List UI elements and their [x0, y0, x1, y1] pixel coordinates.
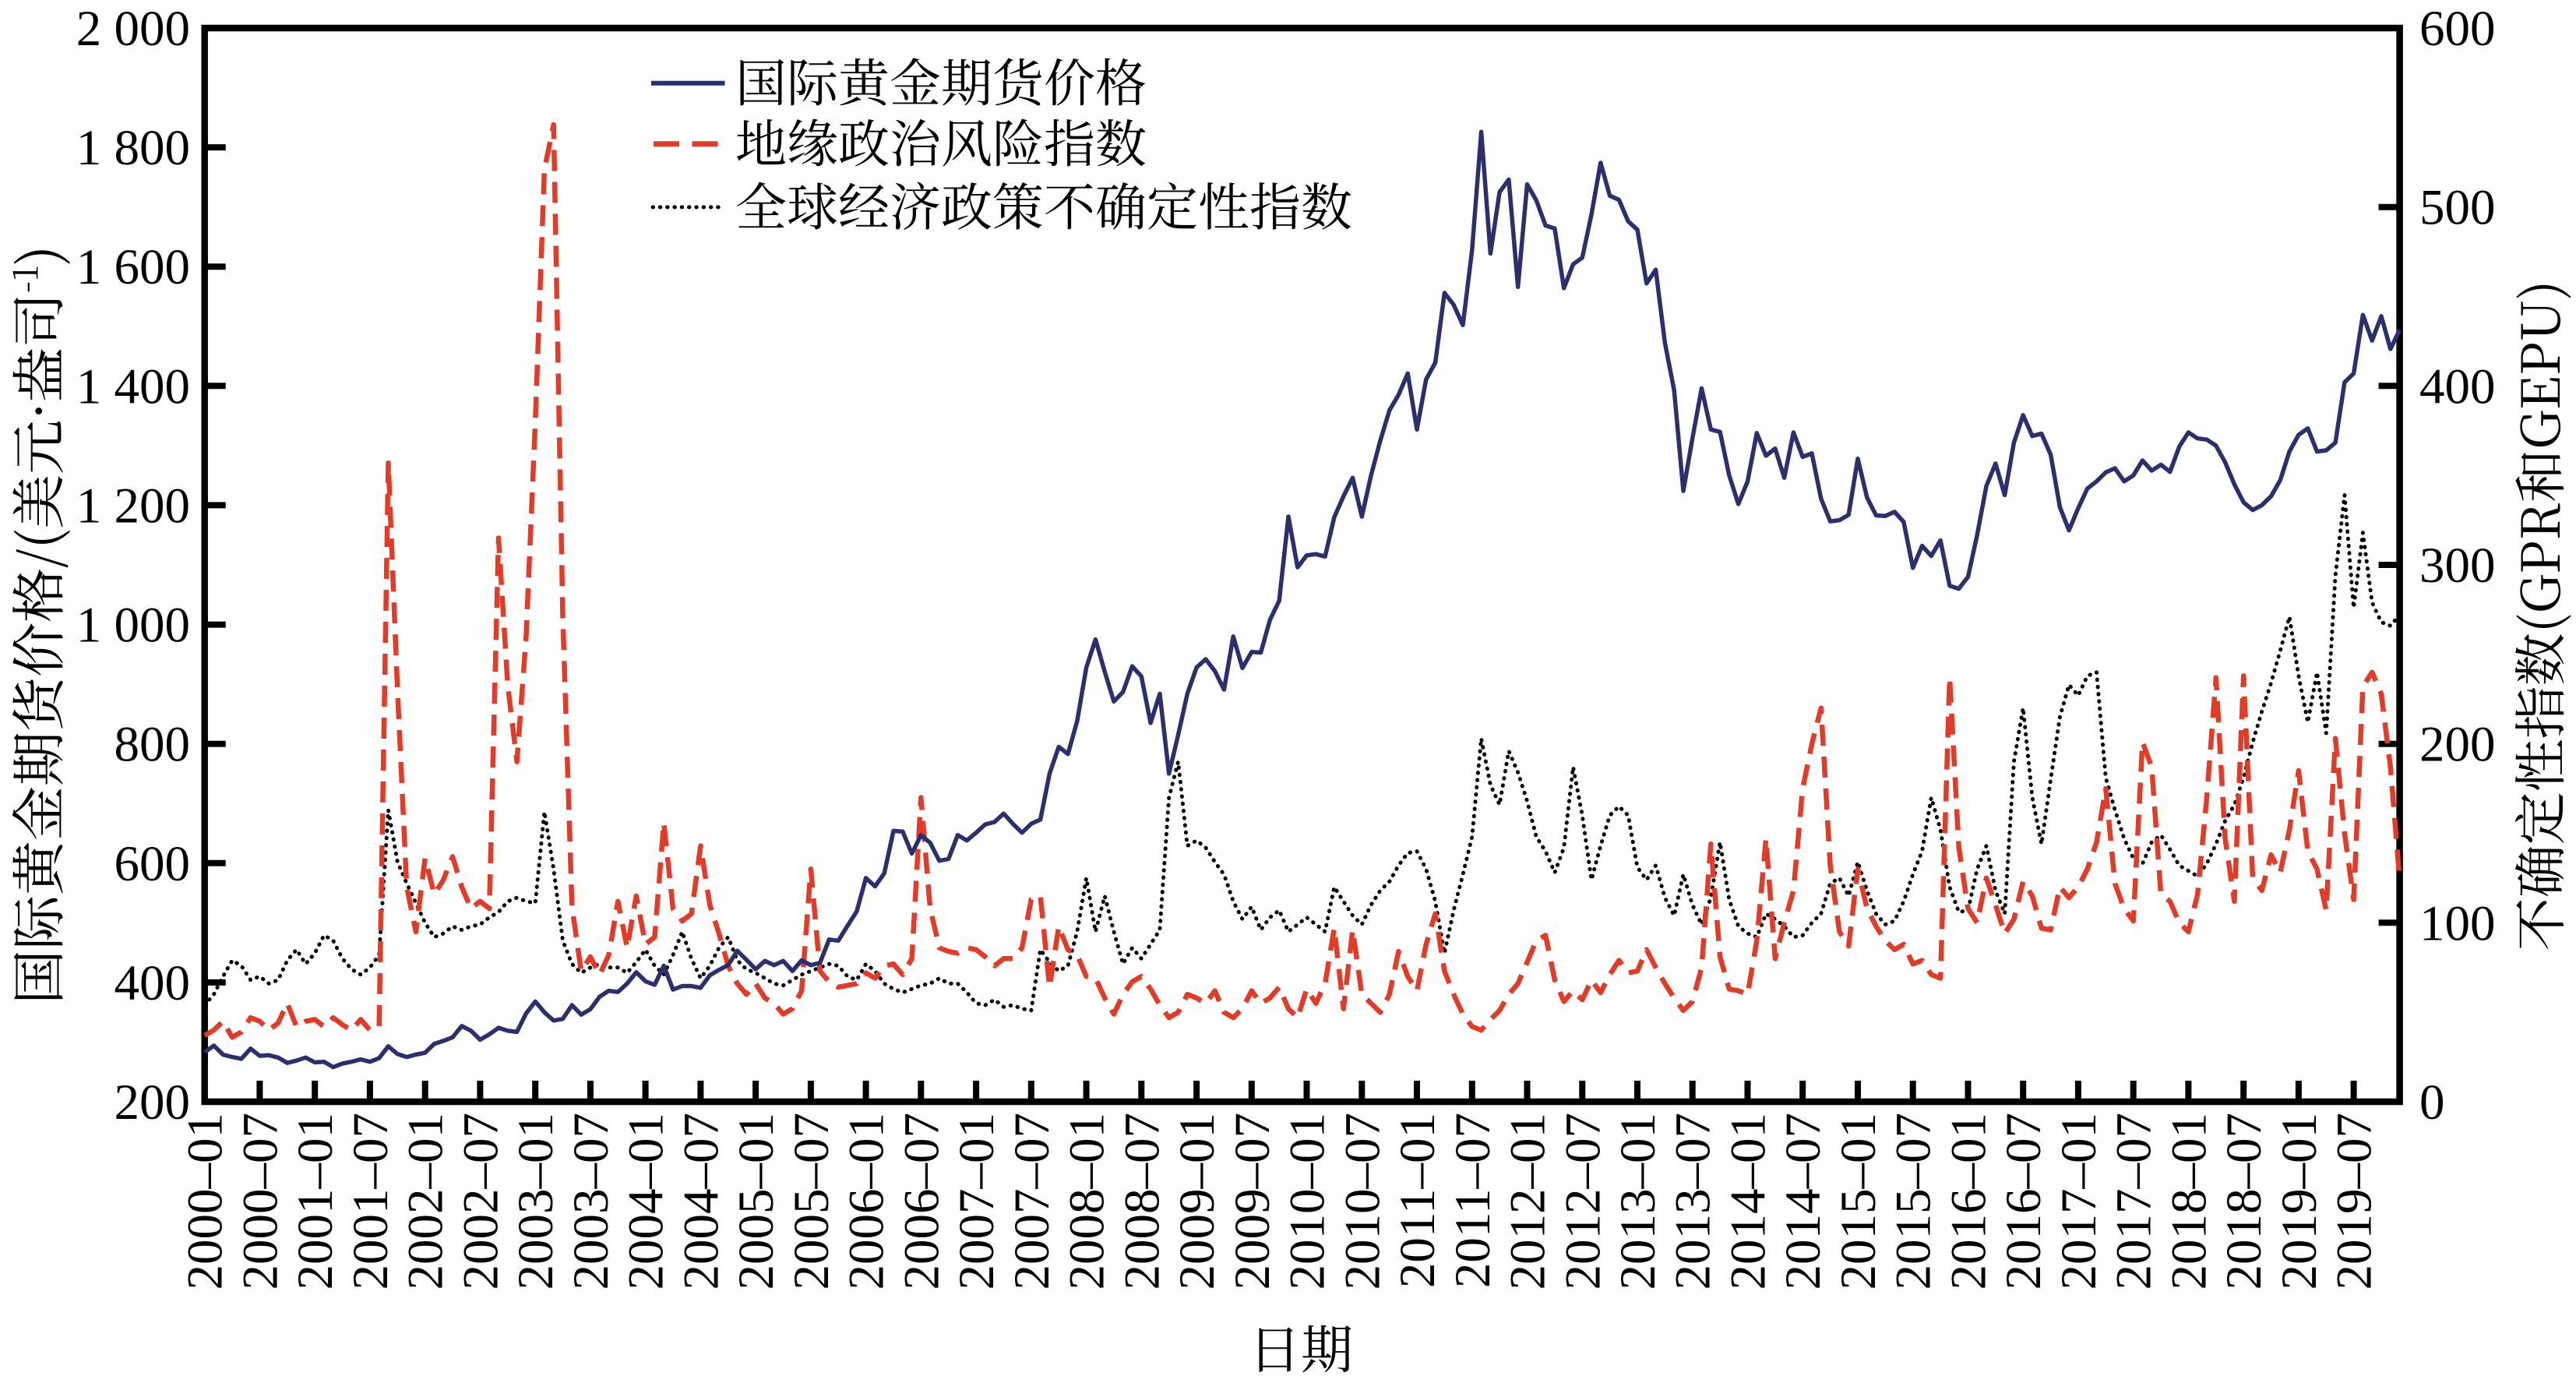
svg-text:2008–01: 2008–01 — [1059, 1113, 1115, 1290]
svg-text:1 000: 1 000 — [76, 598, 190, 654]
svg-text:200: 200 — [2419, 717, 2496, 773]
svg-text:200: 200 — [115, 1074, 191, 1131]
svg-text:2014–01: 2014–01 — [1721, 1113, 1777, 1290]
svg-text:2006–01: 2006–01 — [839, 1113, 895, 1290]
svg-text:2017–01: 2017–01 — [2051, 1113, 2107, 1290]
svg-text:2014–07: 2014–07 — [1775, 1113, 1831, 1290]
svg-text:2005–01: 2005–01 — [728, 1113, 784, 1290]
svg-text:2002–01: 2002–01 — [398, 1113, 454, 1290]
svg-text:1 600: 1 600 — [76, 239, 190, 295]
svg-text:400: 400 — [2419, 358, 2496, 415]
svg-text:2010–01: 2010–01 — [1280, 1113, 1336, 1290]
svg-text:2016–07: 2016–07 — [1996, 1113, 2052, 1290]
svg-text:2003–07: 2003–07 — [563, 1113, 619, 1290]
svg-text:2018–01: 2018–01 — [2161, 1113, 2217, 1290]
svg-text:2009–01: 2009–01 — [1169, 1113, 1225, 1290]
svg-text:400: 400 — [115, 955, 191, 1011]
svg-text:2018–07: 2018–07 — [2216, 1113, 2272, 1290]
svg-text:2001–01: 2001–01 — [287, 1113, 344, 1290]
svg-text:2007–07: 2007–07 — [1004, 1113, 1060, 1290]
svg-text:2005–07: 2005–07 — [784, 1113, 840, 1290]
svg-text:0: 0 — [2419, 1074, 2445, 1131]
svg-text:2016–01: 2016–01 — [1941, 1113, 1997, 1290]
svg-text:2009–07: 2009–07 — [1225, 1113, 1281, 1290]
svg-text:2013–01: 2013–01 — [1610, 1113, 1666, 1290]
svg-text:2015–01: 2015–01 — [1831, 1113, 1887, 1290]
svg-text:300: 300 — [2419, 538, 2496, 594]
svg-text:2007–01: 2007–01 — [949, 1113, 1005, 1290]
svg-text:1 200: 1 200 — [76, 478, 190, 534]
svg-text:2000–01: 2000–01 — [178, 1113, 234, 1290]
svg-text:2019–01: 2019–01 — [2271, 1113, 2328, 1290]
svg-text:2002–07: 2002–07 — [453, 1113, 509, 1290]
svg-text:2019–07: 2019–07 — [2327, 1113, 2383, 1290]
svg-text:1 400: 1 400 — [76, 358, 190, 415]
svg-text:2003–01: 2003–01 — [508, 1113, 564, 1290]
svg-text:800: 800 — [115, 717, 191, 773]
svg-text:2 000: 2 000 — [76, 1, 190, 57]
svg-text:2012–01: 2012–01 — [1500, 1113, 1556, 1290]
svg-text:2011–07: 2011–07 — [1445, 1113, 1501, 1288]
svg-text:2015–07: 2015–07 — [1886, 1113, 1942, 1290]
svg-text:1 800: 1 800 — [76, 120, 190, 176]
svg-text:2006–07: 2006–07 — [893, 1113, 950, 1290]
svg-text:2008–07: 2008–07 — [1114, 1113, 1170, 1290]
svg-text:600: 600 — [2419, 1, 2496, 57]
svg-text:2004–07: 2004–07 — [673, 1113, 729, 1290]
svg-text:2001–07: 2001–07 — [343, 1113, 399, 1290]
svg-text:2004–01: 2004–01 — [618, 1113, 675, 1290]
svg-text:2000–07: 2000–07 — [232, 1113, 288, 1290]
svg-text:500: 500 — [2419, 180, 2496, 236]
svg-text:2011–01: 2011–01 — [1390, 1113, 1446, 1288]
svg-text:2012–07: 2012–07 — [1555, 1113, 1611, 1290]
svg-text:2010–07: 2010–07 — [1334, 1113, 1390, 1290]
svg-text:2017–07: 2017–07 — [2106, 1113, 2162, 1290]
svg-text:2013–07: 2013–07 — [1665, 1113, 1721, 1290]
svg-text:100: 100 — [2419, 895, 2496, 951]
svg-text:600: 600 — [115, 836, 191, 892]
